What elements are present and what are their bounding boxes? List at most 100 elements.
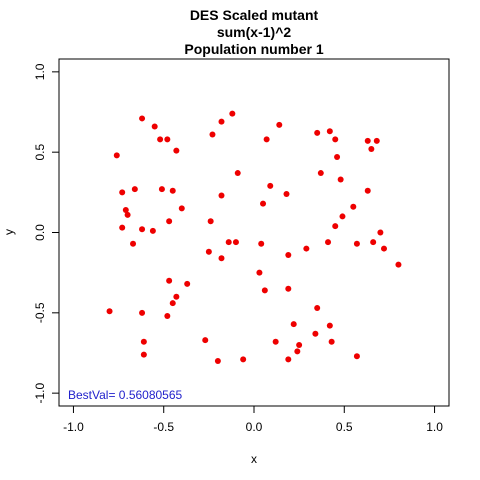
data-point <box>139 226 146 233</box>
data-point <box>276 121 283 128</box>
data-point <box>337 176 344 183</box>
data-point <box>325 239 332 246</box>
data-point <box>166 218 173 225</box>
x-axis-label: x <box>251 452 257 466</box>
data-point <box>314 305 321 312</box>
data-point <box>368 145 375 152</box>
data-point <box>202 337 209 344</box>
data-point <box>119 224 126 231</box>
data-point <box>149 227 156 234</box>
data-point <box>312 330 319 337</box>
data-point <box>285 251 292 258</box>
data-point <box>207 218 214 225</box>
data-point <box>272 338 279 345</box>
data-point <box>314 129 321 136</box>
data-point <box>317 170 324 177</box>
data-point <box>166 277 173 284</box>
data-point <box>290 321 297 328</box>
data-point <box>364 187 371 194</box>
x-tick-label: 1.0 <box>426 420 443 434</box>
data-point <box>263 136 270 143</box>
data-point <box>294 348 301 355</box>
x-tick-label: 0.0 <box>246 420 263 434</box>
chart-title-line-3: Population number 1 <box>184 41 323 57</box>
data-point <box>139 309 146 316</box>
data-point <box>173 147 180 154</box>
data-point <box>326 128 333 135</box>
data-point <box>267 182 274 189</box>
y-tick-label: 0.5 <box>33 144 47 161</box>
data-points <box>106 110 402 365</box>
data-point <box>209 131 216 138</box>
data-point <box>373 137 380 144</box>
data-point <box>169 187 176 194</box>
data-point <box>285 356 292 363</box>
y-tick-label: -0.5 <box>33 302 47 323</box>
data-point <box>157 136 164 143</box>
y-axis-label: y <box>2 229 16 235</box>
data-point <box>232 239 239 246</box>
data-point <box>151 123 158 130</box>
data-point <box>296 341 303 348</box>
data-point <box>240 356 247 363</box>
data-point <box>395 261 402 268</box>
data-point <box>260 200 267 207</box>
data-point <box>140 351 147 358</box>
y-tick-label: -1.0 <box>33 382 47 403</box>
data-point <box>332 223 339 230</box>
data-point <box>258 240 265 247</box>
data-point <box>334 153 341 160</box>
data-point <box>283 190 290 197</box>
data-point <box>139 115 146 122</box>
data-point <box>164 313 171 320</box>
y-axis: -1.0 -0.5 0.0 0.5 1.0 <box>33 63 60 403</box>
data-point <box>122 207 129 214</box>
data-point <box>218 192 225 199</box>
data-point <box>370 239 377 246</box>
bestval-annotation: BestVal= 0.56080565 <box>68 388 183 402</box>
data-point <box>303 245 310 252</box>
data-point <box>218 118 225 125</box>
data-point <box>124 211 131 218</box>
data-point <box>328 338 335 345</box>
x-axis: -1.0 -0.5 0.0 0.5 1.0 <box>63 405 443 434</box>
data-point <box>364 137 371 144</box>
data-point <box>339 213 346 220</box>
data-point <box>326 322 333 329</box>
data-point <box>178 205 185 212</box>
data-point <box>285 285 292 292</box>
chart-title-line-1: DES Scaled mutant <box>190 7 319 23</box>
data-point <box>113 152 120 159</box>
data-point <box>381 245 387 252</box>
data-point <box>214 358 221 365</box>
data-point <box>131 186 138 193</box>
data-point <box>205 248 212 255</box>
data-point <box>353 240 360 247</box>
data-point <box>229 110 236 117</box>
data-point <box>218 255 225 262</box>
data-point <box>332 136 339 143</box>
data-point <box>140 338 147 345</box>
data-point <box>173 293 180 300</box>
x-tick-label: 0.5 <box>336 420 353 434</box>
data-point <box>158 186 165 193</box>
x-tick-label: -1.0 <box>63 420 84 434</box>
data-point <box>353 353 360 360</box>
y-tick-label: 0.0 <box>33 224 47 241</box>
data-point <box>234 170 241 177</box>
x-tick-label: -0.5 <box>153 420 174 434</box>
data-point <box>184 280 191 287</box>
chart-title-line-2: sum(x-1)^2 <box>217 24 292 40</box>
data-point <box>261 287 268 294</box>
y-tick-label: 1.0 <box>33 63 47 80</box>
data-point <box>350 203 357 210</box>
data-point <box>106 308 113 315</box>
data-point <box>225 239 232 246</box>
data-point <box>377 229 384 236</box>
data-point <box>256 269 263 276</box>
data-point <box>130 240 137 247</box>
data-point <box>164 136 171 143</box>
data-point <box>119 189 126 196</box>
